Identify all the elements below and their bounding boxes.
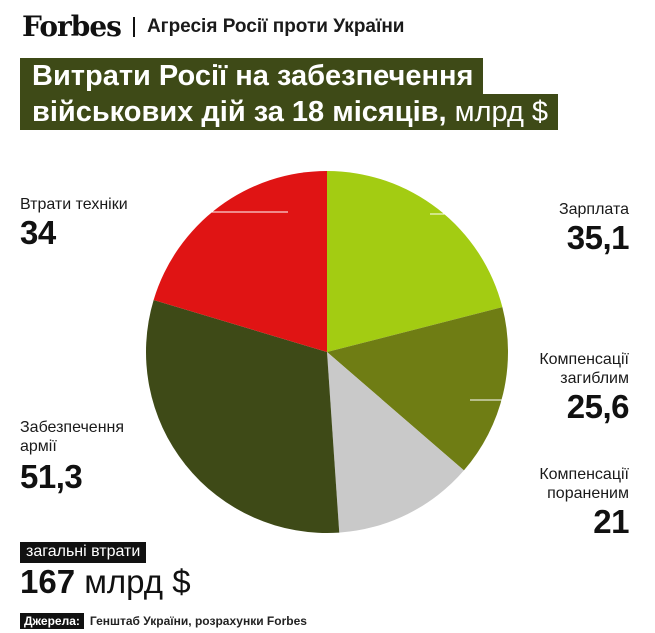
- pie-slice-3: [327, 352, 464, 533]
- label-salary-name: Зарплата: [558, 201, 629, 218]
- source-label: Джерела:: [20, 613, 84, 629]
- label-killed-name-1: Компенсації: [539, 351, 629, 368]
- label-army-value: 51,3: [20, 458, 83, 495]
- title-line-2: військових дій за 18 місяців, млрд $: [20, 94, 559, 130]
- label-army-name-2: армії: [20, 438, 57, 455]
- label-wounded-value: 21: [593, 503, 629, 540]
- label-wounded-name-1: Компенсації: [539, 466, 629, 483]
- chart-title: Витрати Росії на забезпечення військових…: [20, 58, 559, 130]
- label-killed-name-2: загиблим: [560, 370, 629, 387]
- total-badge: загальні втрати: [20, 542, 147, 563]
- total-number: 167: [20, 563, 76, 600]
- pie-slice-2: [327, 307, 509, 471]
- title-unit: млрд $: [446, 96, 549, 128]
- pie-slice-5: [153, 171, 327, 352]
- forbes-logo[interactable]: Forbes: [22, 10, 122, 43]
- label-salary-value: 35,1: [566, 219, 630, 256]
- label-equipment-name: Втрати техніки: [20, 196, 128, 213]
- section-title[interactable]: Агресія Росії проти України: [146, 15, 405, 37]
- brand-header: Forbes Агресія Росії проти України: [22, 10, 405, 43]
- label-killed-value: 25,6: [566, 388, 630, 425]
- total-unit: млрд $: [75, 563, 191, 600]
- source-text: Генштаб України, розрахунки Forbes: [89, 614, 307, 628]
- label-army-name-1: Забезпечення: [20, 419, 125, 436]
- source-line: Джерела: Генштаб України, розрахунки For…: [20, 613, 307, 629]
- pie-slice-4: [146, 299, 340, 533]
- pie-slice-1: [327, 171, 503, 352]
- title-line-2-bold: військових дій за 18 місяців,: [32, 96, 447, 128]
- label-equipment-value: 34: [20, 214, 56, 251]
- label-wounded-name-2: пораненим: [547, 485, 629, 502]
- title-line-1: Витрати Росії на забезпечення: [20, 58, 484, 94]
- header-divider: [132, 16, 135, 37]
- total-value: 167 млрд $: [20, 563, 191, 601]
